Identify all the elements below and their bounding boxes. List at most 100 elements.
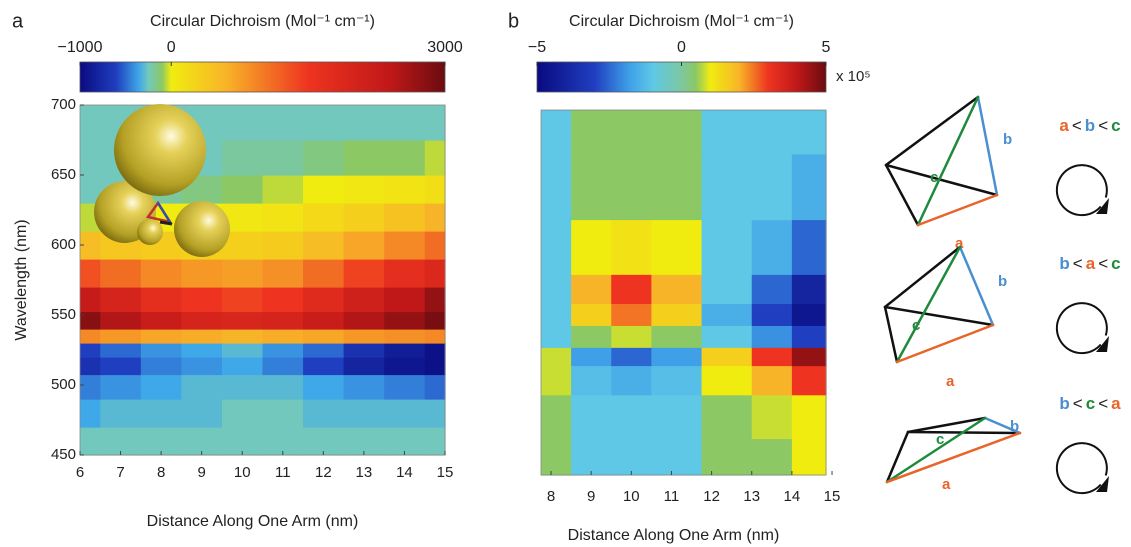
edge-label: a bbox=[942, 476, 951, 493]
heatmap-cell bbox=[222, 375, 263, 400]
heatmap-cell bbox=[344, 105, 385, 141]
edge-b bbox=[960, 247, 993, 325]
heatmap-cell bbox=[222, 140, 263, 176]
x-tick-label: 10 bbox=[623, 488, 640, 505]
edge-name: b bbox=[1085, 116, 1095, 135]
heatmap-cell bbox=[303, 375, 344, 400]
edge-label: b bbox=[998, 273, 1007, 290]
rotation-arrow bbox=[1057, 443, 1107, 493]
edge-name: c bbox=[1111, 116, 1120, 135]
heatmap-cell bbox=[263, 259, 304, 288]
edge-label: c bbox=[912, 317, 920, 334]
heatmap-cell bbox=[384, 343, 425, 358]
heatmap-cell bbox=[425, 105, 446, 141]
edge bbox=[886, 97, 978, 165]
heatmap-cell bbox=[100, 357, 141, 375]
heatmap-cell bbox=[344, 140, 385, 176]
separator: < bbox=[1073, 394, 1083, 413]
heatmap-cell bbox=[344, 287, 385, 312]
colorbar-tick-label: 0 bbox=[677, 39, 686, 56]
heatmap-cell bbox=[303, 105, 344, 141]
edge-name: b bbox=[1059, 254, 1069, 273]
sphere bbox=[174, 201, 230, 257]
edge-label: b bbox=[1010, 418, 1019, 435]
heatmap-cell bbox=[263, 287, 304, 312]
heatmap-cell bbox=[80, 399, 101, 428]
heatmap-cell bbox=[541, 154, 572, 220]
heatmap-cell bbox=[181, 287, 222, 312]
heatmap-cell bbox=[303, 287, 344, 312]
heatmap-cell bbox=[752, 274, 793, 304]
heatmap-cell bbox=[384, 105, 425, 141]
heatmap-cell bbox=[792, 366, 827, 396]
colorbar-tick-label: −5 bbox=[528, 39, 546, 56]
heatmap-cell bbox=[344, 375, 385, 400]
heatmap-cell bbox=[222, 343, 263, 358]
x-tick-label: 15 bbox=[824, 488, 841, 505]
edge-name: c bbox=[1086, 394, 1095, 413]
heatmap-cell bbox=[651, 110, 702, 154]
heatmap-cell bbox=[571, 303, 612, 326]
x-axis-label: Distance Along One Arm (nm) bbox=[568, 527, 780, 544]
heatmap-cell bbox=[752, 395, 793, 439]
heatmap-cell bbox=[303, 175, 344, 204]
heatmap-cell bbox=[303, 357, 344, 375]
heatmap-cell bbox=[752, 220, 793, 275]
edge bbox=[886, 165, 918, 225]
heatmap-cell bbox=[384, 203, 425, 232]
heatmap-cell bbox=[425, 427, 446, 456]
heatmap-cell bbox=[80, 259, 101, 288]
heatmap-cell bbox=[141, 312, 182, 330]
heatmap-cell bbox=[344, 357, 385, 375]
heatmap-cell bbox=[651, 439, 702, 476]
x-tick-label: 9 bbox=[587, 488, 595, 505]
heatmap-cell bbox=[702, 366, 753, 396]
colorbar bbox=[537, 62, 826, 92]
diagram-3: b c a bbox=[887, 418, 1020, 493]
heatmap-cell bbox=[651, 347, 702, 366]
heatmap-cell bbox=[344, 312, 385, 330]
heatmap-cell bbox=[263, 312, 304, 330]
x-tick-label: 14 bbox=[396, 464, 413, 481]
heatmap-cell bbox=[425, 231, 446, 260]
arrow-head bbox=[1096, 476, 1109, 492]
heatmap-cell bbox=[571, 366, 612, 396]
heatmap-cell bbox=[571, 220, 612, 275]
edge-label: a bbox=[946, 373, 955, 390]
heatmap-cell bbox=[303, 140, 344, 176]
diagram-2: b c a bbox=[885, 247, 1007, 390]
heatmap-cell bbox=[303, 312, 344, 330]
heatmap-cell bbox=[141, 329, 182, 344]
arrow-head bbox=[1096, 198, 1109, 214]
edge bbox=[886, 165, 997, 195]
ordering: b<c<a bbox=[1059, 394, 1121, 413]
heatmap-cell bbox=[792, 110, 827, 154]
heatmap-cell bbox=[303, 343, 344, 358]
x-tick-label: 6 bbox=[76, 464, 84, 481]
separator: < bbox=[1098, 254, 1108, 273]
heatmap-cell bbox=[222, 175, 263, 204]
heatmap-cell bbox=[344, 203, 385, 232]
rotation-arrow bbox=[1057, 303, 1107, 353]
heatmap-cell bbox=[611, 220, 652, 275]
colorbar bbox=[80, 62, 445, 92]
y-tick-label: 700 bbox=[51, 96, 76, 113]
heatmap-cell bbox=[100, 343, 141, 358]
heatmap-cell bbox=[100, 312, 141, 330]
heatmap-cell bbox=[303, 399, 344, 428]
heatmap-cell bbox=[425, 399, 446, 428]
heatmap-cell bbox=[792, 154, 827, 220]
panel-label: a bbox=[12, 10, 24, 32]
heatmap-cell bbox=[651, 395, 702, 439]
colorbar-title: Circular Dichroism (Mol⁻¹ cm⁻¹) bbox=[150, 13, 375, 30]
heatmap-cell bbox=[702, 110, 753, 154]
panel-a: 6789101112131415450500550600650700Distan… bbox=[12, 10, 463, 530]
heatmap-cell bbox=[611, 439, 652, 476]
heatmap-cell bbox=[651, 274, 702, 304]
edge-label: c bbox=[936, 431, 944, 448]
heatmap-cell bbox=[541, 347, 572, 366]
heatmap-cell bbox=[100, 329, 141, 344]
heatmap-cell bbox=[611, 325, 652, 348]
y-tick-label: 450 bbox=[51, 446, 76, 463]
